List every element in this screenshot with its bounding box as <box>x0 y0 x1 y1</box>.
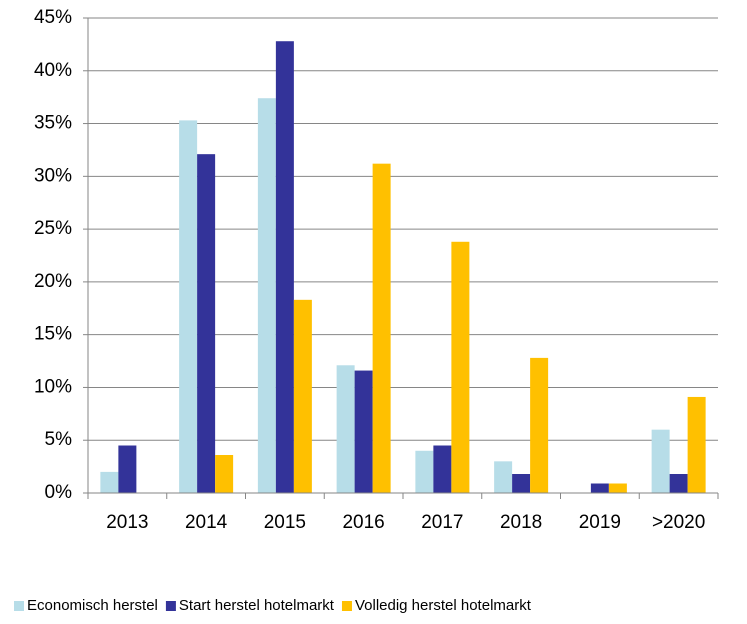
x-tick-label: 2019 <box>579 512 621 533</box>
bar <box>590 483 609 493</box>
x-tick-label: 2015 <box>264 512 306 533</box>
y-tick-label: 0% <box>45 482 73 503</box>
bar <box>651 429 670 493</box>
bar <box>530 357 549 493</box>
y-tick-label: 40% <box>34 60 72 81</box>
bar <box>354 370 373 493</box>
bar <box>336 365 355 493</box>
bar <box>512 474 531 493</box>
bar <box>179 120 198 493</box>
y-tick-label: 30% <box>34 165 72 186</box>
bar <box>118 445 137 493</box>
x-tick-label: 2017 <box>421 512 463 533</box>
bar <box>608 483 627 493</box>
bar <box>275 41 294 493</box>
bar <box>669 474 688 493</box>
bar <box>687 396 706 493</box>
bar <box>415 450 434 493</box>
x-tick-label: 2018 <box>500 512 542 533</box>
x-tick-label: 2014 <box>185 512 228 533</box>
x-tick-label: 2013 <box>106 512 148 533</box>
x-tick-label: 2016 <box>342 512 384 533</box>
y-tick-label: 35% <box>34 113 72 134</box>
bar <box>451 241 470 493</box>
legend-label: Economisch herstel <box>27 597 158 614</box>
bar <box>100 471 119 493</box>
y-tick-label: 20% <box>34 271 72 292</box>
legend-label: Volledig herstel hotelmarkt <box>355 597 532 614</box>
bar <box>197 154 216 493</box>
bar <box>433 445 452 493</box>
x-tick-label: >2020 <box>652 512 705 533</box>
legend: Economisch herstel Start herstel hotelmar… <box>14 597 532 614</box>
y-tick-label: 25% <box>34 218 72 239</box>
legend-swatch <box>14 601 24 611</box>
bar <box>293 299 312 493</box>
y-tick-label: 5% <box>45 429 73 450</box>
bar <box>257 98 276 493</box>
bar <box>494 461 513 493</box>
y-tick-label: 15% <box>34 324 72 345</box>
y-tick-label: 45% <box>34 7 72 28</box>
legend-swatch <box>165 601 176 611</box>
legend-label: Start herstel hotelmarkt <box>179 597 335 614</box>
bar <box>215 455 234 493</box>
y-tick-label: 10% <box>34 376 72 397</box>
legend-swatch <box>341 601 352 611</box>
bar <box>372 163 391 493</box>
